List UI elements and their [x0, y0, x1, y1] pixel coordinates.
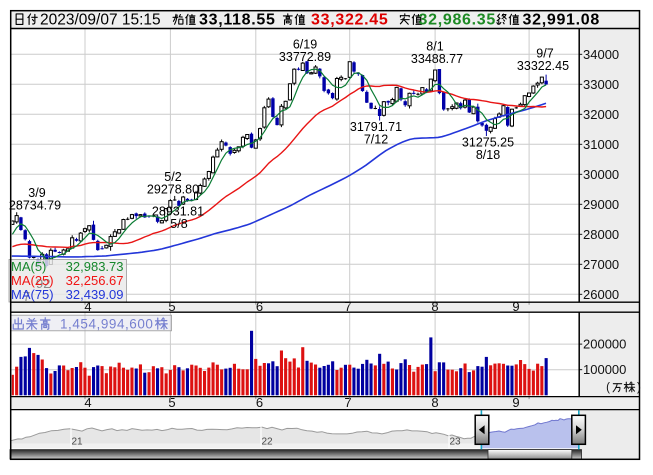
svg-text:7: 7: [23, 289, 30, 304]
svg-text:32,256.67: 32,256.67: [66, 273, 124, 288]
svg-text:28000: 28000: [583, 227, 619, 242]
svg-text:34000: 34000: [583, 47, 619, 62]
svg-text:33322.45: 33322.45: [517, 59, 569, 73]
svg-text:21: 21: [71, 437, 83, 448]
svg-text:3/9: 3/9: [28, 186, 45, 200]
svg-text:28931.81: 28931.81: [152, 205, 204, 219]
svg-text:33,322.45: 33,322.45: [311, 11, 388, 28]
svg-text:5/8: 5/8: [170, 217, 187, 231]
svg-text:29278.80: 29278.80: [147, 183, 199, 197]
svg-text:MA(5): MA(5): [11, 259, 46, 274]
svg-text:MA(25): MA(25): [11, 273, 54, 288]
svg-text:MA(75): MA(75): [11, 287, 54, 302]
svg-text:32,983.73: 32,983.73: [66, 259, 124, 274]
svg-text:8/1: 8/1: [426, 40, 443, 54]
svg-text:32,991.08: 32,991.08: [523, 11, 600, 28]
svg-text:200000: 200000: [583, 337, 626, 352]
svg-text:28734.79: 28734.79: [9, 199, 61, 213]
svg-text:29000: 29000: [583, 197, 619, 212]
svg-text:33488.77: 33488.77: [411, 52, 463, 66]
svg-text:32,439.09: 32,439.09: [66, 287, 124, 302]
svg-text:1,454,994,600: 1,454,994,600: [60, 317, 153, 332]
svg-text:2023/09/07 15:15: 2023/09/07 15:15: [40, 11, 161, 28]
svg-text:23: 23: [449, 437, 461, 448]
svg-text:5: 5: [168, 299, 175, 314]
svg-text:100000: 100000: [583, 362, 626, 377]
svg-text:6/19: 6/19: [293, 38, 317, 52]
svg-text:7/12: 7/12: [364, 133, 388, 147]
svg-text:26000: 26000: [583, 287, 619, 302]
svg-text:31791.71: 31791.71: [350, 120, 402, 134]
svg-text:4: 4: [84, 299, 91, 314]
svg-text:92: 92: [36, 276, 50, 291]
svg-text:(: (: [606, 382, 610, 394]
svg-text:8: 8: [431, 299, 438, 314]
svg-text:5: 5: [168, 395, 175, 410]
svg-text:8/18: 8/18: [476, 148, 500, 162]
svg-text:33772.89: 33772.89: [279, 50, 331, 64]
svg-text:4: 4: [84, 395, 91, 410]
svg-text:33,118.55: 33,118.55: [199, 11, 276, 28]
svg-text:31000: 31000: [583, 137, 619, 152]
svg-text:6: 6: [256, 299, 263, 314]
svg-text:5/2: 5/2: [164, 170, 181, 184]
svg-text:7: 7: [344, 299, 351, 314]
svg-text:7: 7: [344, 395, 351, 410]
svg-text:27000: 27000: [583, 257, 619, 272]
svg-text:9/7: 9/7: [536, 47, 553, 61]
svg-text:8: 8: [431, 395, 438, 410]
svg-text:32000: 32000: [583, 107, 619, 122]
svg-text:33000: 33000: [583, 77, 619, 92]
svg-text:6: 6: [256, 395, 263, 410]
svg-text:9: 9: [512, 395, 519, 410]
svg-text:31275.25: 31275.25: [462, 136, 514, 150]
svg-text:9: 9: [512, 299, 519, 314]
svg-text:22: 22: [261, 437, 273, 448]
svg-text:32,986.35: 32,986.35: [419, 11, 496, 28]
svg-text:30000: 30000: [583, 167, 619, 182]
